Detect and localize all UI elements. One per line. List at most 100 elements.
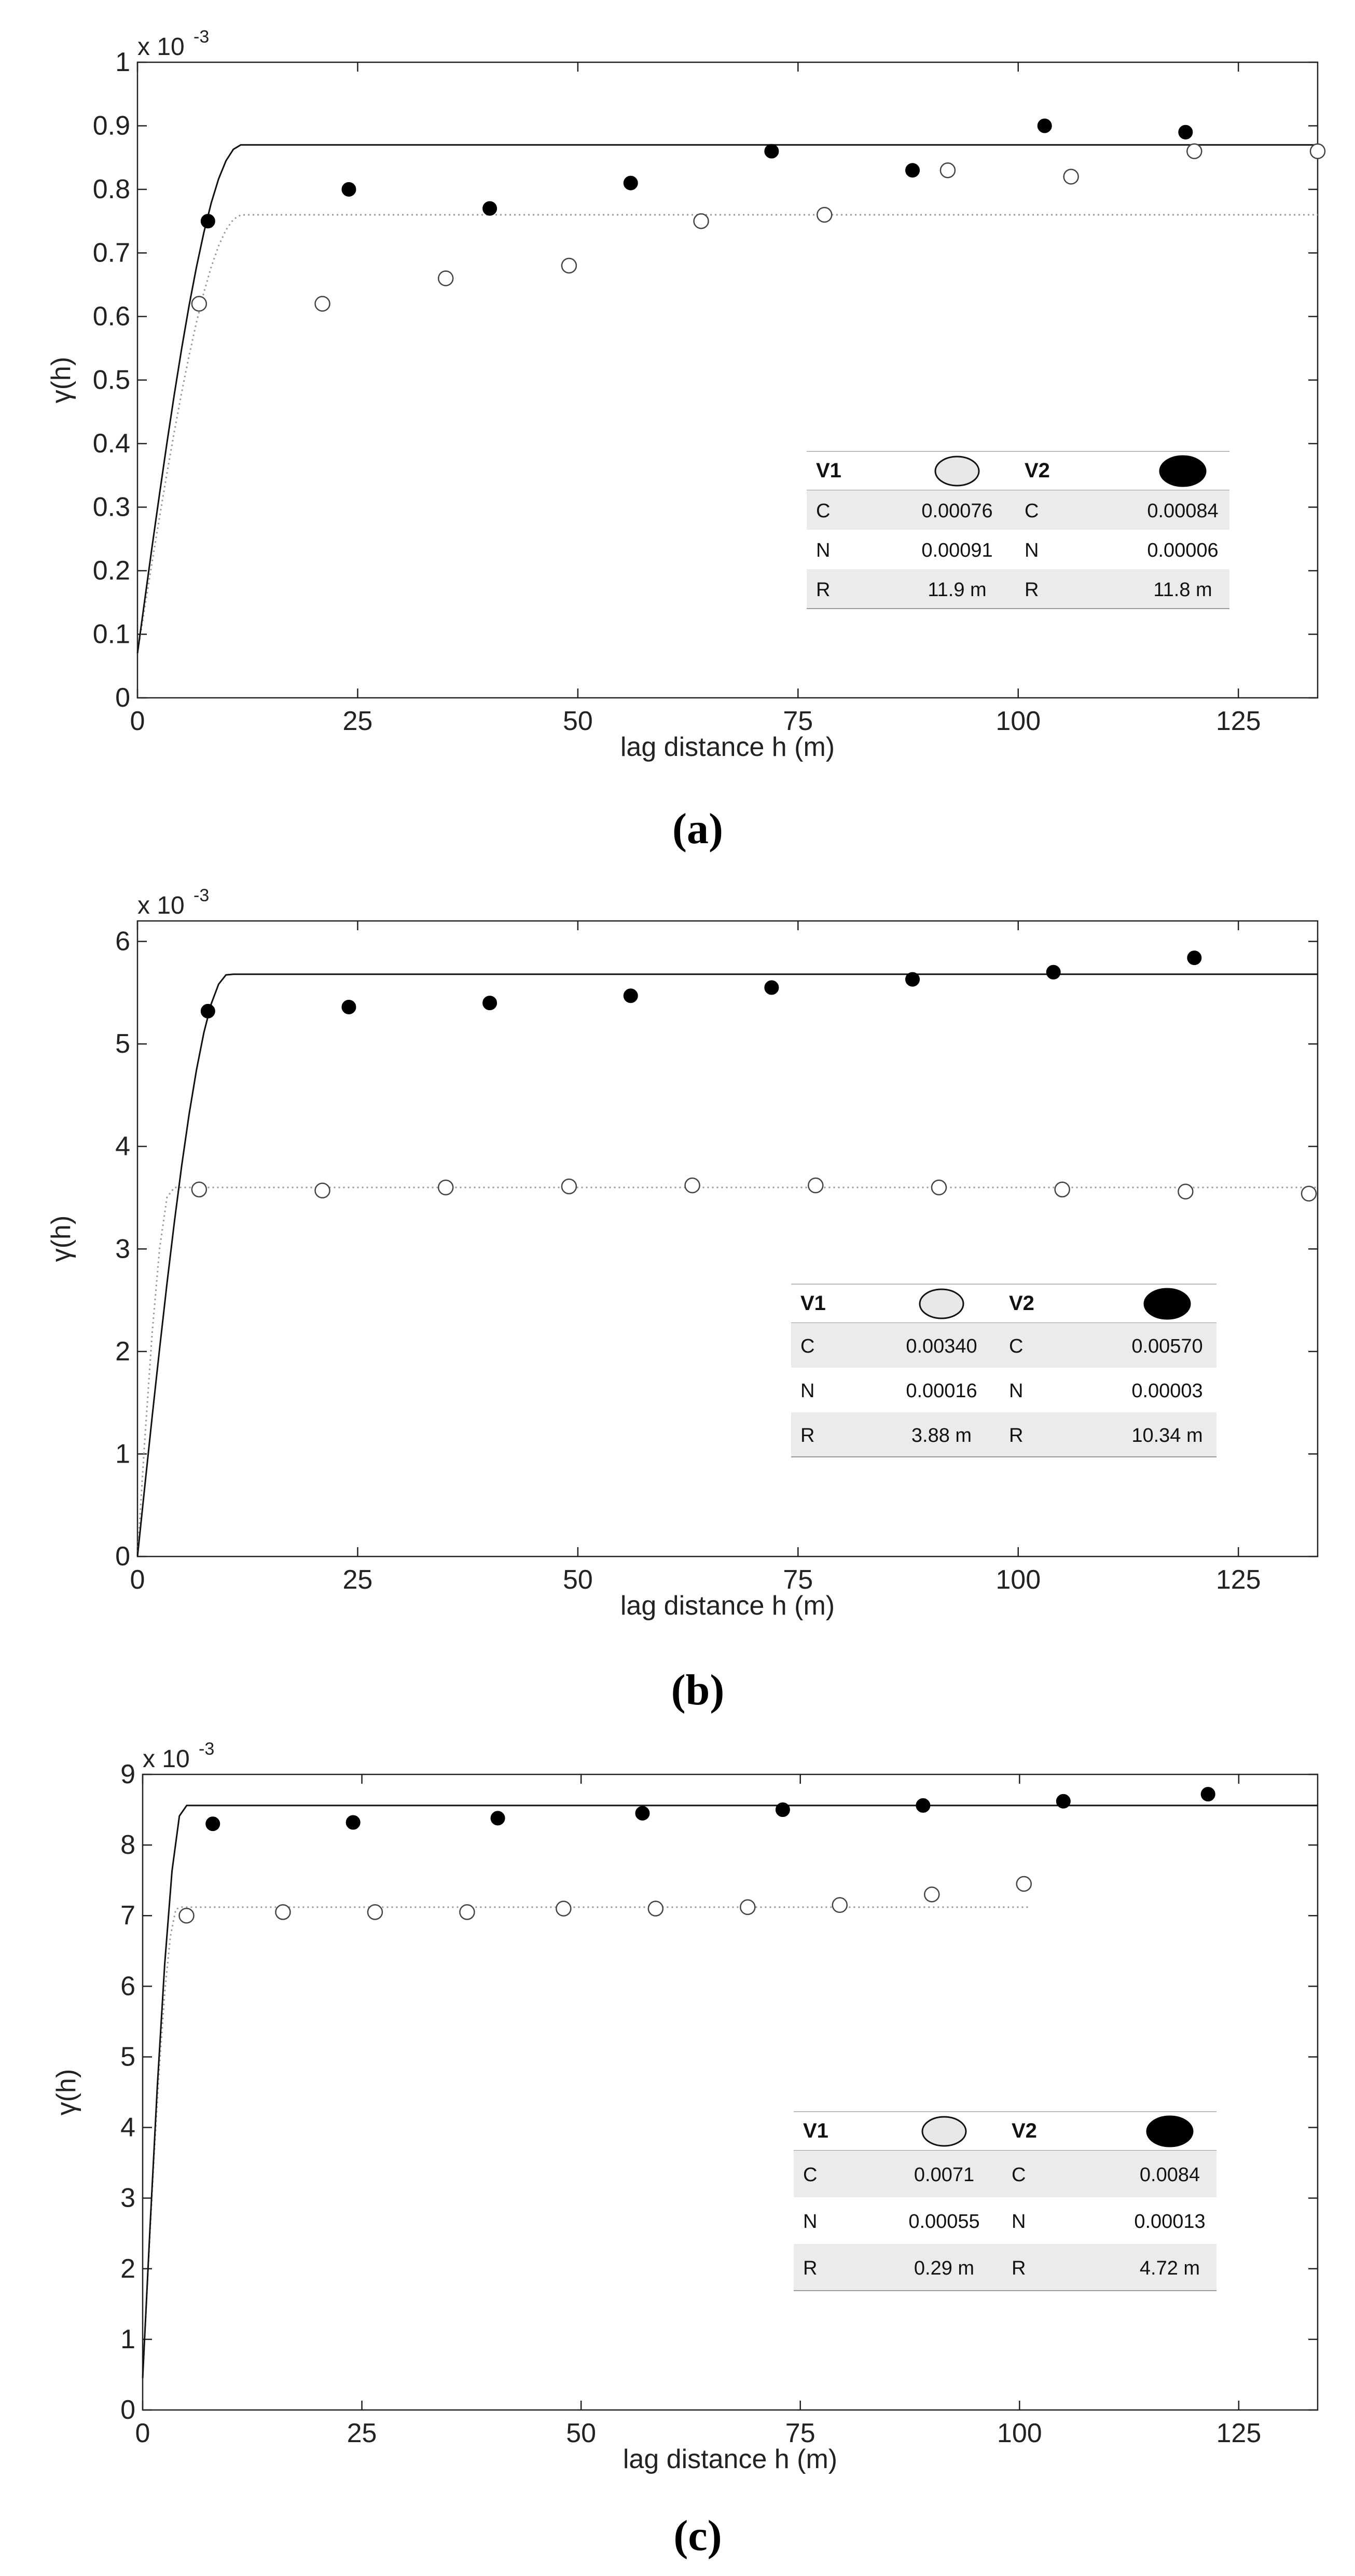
- y-axis-label: γ(h): [51, 2069, 81, 2116]
- chart-panel: 0 25 50 75 100 125 0 1 2 3 4 5 6 x 10 -3 lag distance h…: [46, 886, 1319, 1714]
- y-tick-label: 5: [115, 1029, 130, 1059]
- x-tick-label: 0: [130, 1565, 145, 1595]
- data-point-open: [191, 1181, 208, 1197]
- data-point-open: [931, 1179, 947, 1195]
- table-cell: N: [1009, 1380, 1023, 1402]
- data-point-open: [561, 257, 577, 274]
- plot-frame: [136, 920, 1319, 1558]
- x-tick-label: 25: [347, 2418, 377, 2448]
- y-tick-label: 0.3: [93, 492, 130, 522]
- data-point-open: [924, 1886, 940, 1903]
- y-tick-label: 9: [120, 1759, 135, 1789]
- y-multiplier-exponent: -3: [193, 886, 209, 905]
- table-cell: 0.00013: [1134, 2211, 1205, 2233]
- table-cell: 0.00076: [921, 500, 992, 522]
- data-point-filled: [1200, 1787, 1215, 1802]
- table-cell: N: [816, 540, 830, 561]
- x-axis-label: lag distance h (m): [620, 1591, 835, 1621]
- data-point-filled: [205, 1816, 220, 1831]
- table-row-bg: [807, 569, 1229, 609]
- table-cell: 11.9 m: [928, 579, 986, 601]
- y-tick-label: 0.2: [93, 556, 130, 586]
- table-cell: 11.8 m: [1153, 579, 1212, 601]
- data-point-open: [1301, 1186, 1317, 1202]
- filled-marker-legend-icon: [1143, 1288, 1191, 1320]
- table-header-v2: V2: [1025, 459, 1050, 482]
- x-tick-label: 125: [1216, 2418, 1261, 2448]
- table-cell: R: [1009, 1425, 1023, 1447]
- table-cell: 0.00006: [1147, 540, 1218, 561]
- y-multiplier: x 10: [143, 1745, 190, 1773]
- data-point-open: [808, 1177, 824, 1194]
- panel-label: (c): [673, 2512, 722, 2560]
- data-point-filled: [482, 201, 497, 216]
- data-point-filled: [341, 182, 356, 197]
- y-tick-label: 0.9: [93, 111, 130, 141]
- table-row-bg: [807, 490, 1229, 530]
- open-marker-legend-icon: [919, 1288, 964, 1319]
- table-header-v1: V1: [803, 2119, 828, 2142]
- data-point-open: [1309, 143, 1326, 159]
- y-tick-label: 4: [120, 2113, 135, 2143]
- table-cell: C: [816, 500, 830, 522]
- x-tick-label: 0: [130, 706, 145, 736]
- panel-label: (b): [671, 1666, 725, 1714]
- table-cell: C: [800, 1335, 814, 1357]
- y-tick-label: 1: [115, 1439, 130, 1469]
- x-tick-label: 25: [343, 1565, 373, 1595]
- y-tick-label: 0.8: [93, 174, 130, 204]
- data-point-filled: [623, 175, 638, 190]
- data-point-filled: [200, 214, 215, 229]
- parameter-table: V1 V2 C 0.00076 C 0.00084 N 0.00091 N 0.00006 R 11.…: [807, 451, 1229, 609]
- data-point-open: [693, 213, 709, 229]
- y-tick-label: 2: [115, 1337, 130, 1367]
- data-point-filled: [623, 988, 638, 1003]
- table-cell: 0.00016: [906, 1380, 977, 1402]
- data-point-filled: [764, 980, 779, 995]
- x-tick-label: 75: [785, 2418, 815, 2448]
- data-point-open: [314, 296, 330, 312]
- data-point-filled: [482, 996, 497, 1011]
- table-header-v2: V2: [1009, 1292, 1034, 1315]
- y-tick-label: 7: [120, 1900, 135, 1931]
- data-point-open: [817, 206, 833, 223]
- table-cell: 4.72 m: [1140, 2257, 1200, 2279]
- open-marker-legend-icon: [934, 456, 980, 487]
- filled-marker-legend-icon: [1146, 2115, 1194, 2147]
- x-tick-label: 50: [563, 1565, 593, 1595]
- filled-marker-legend-icon: [1159, 455, 1207, 487]
- table-header-v1: V1: [800, 1292, 826, 1315]
- data-point-filled: [905, 972, 920, 987]
- y-tick-label: 6: [120, 1971, 135, 2001]
- data-point-open: [275, 1904, 291, 1920]
- x-axis-label: lag distance h (m): [623, 2444, 837, 2474]
- table-row-bg: [791, 1323, 1216, 1368]
- x-tick-label: 125: [1216, 1565, 1261, 1595]
- y-tick-label: 0.6: [93, 301, 130, 332]
- x-tick-label: 100: [995, 1565, 1041, 1595]
- y-axis-label: γ(h): [46, 1216, 76, 1262]
- table-cell: C: [1025, 500, 1039, 522]
- y-tick-label: 0.4: [93, 429, 130, 459]
- table-cell: R: [803, 2257, 817, 2279]
- data-point-filled: [1187, 950, 1202, 966]
- y-tick-label: 8: [120, 1830, 135, 1860]
- y-axis-label: γ(h): [46, 357, 76, 404]
- data-point-filled: [200, 1003, 215, 1018]
- data-point-open: [1063, 169, 1079, 185]
- data-point-open: [367, 1904, 383, 1920]
- data-point-open: [647, 1900, 664, 1917]
- table-cell: 0.0084: [1140, 2164, 1200, 2186]
- table-cell: C: [1009, 1335, 1023, 1357]
- model-curve-dotted: [136, 1187, 1318, 1557]
- x-tick-label: 25: [343, 706, 373, 736]
- y-multiplier-exponent: -3: [193, 27, 209, 47]
- y-tick-label: 0.7: [93, 238, 130, 268]
- data-point-open: [740, 1899, 756, 1916]
- y-tick-label: 2: [120, 2254, 135, 2284]
- panel-label: (a): [672, 805, 723, 853]
- x-tick-label: 0: [135, 2418, 150, 2448]
- table-cell: N: [1025, 540, 1039, 561]
- table-cell: C: [803, 2164, 817, 2186]
